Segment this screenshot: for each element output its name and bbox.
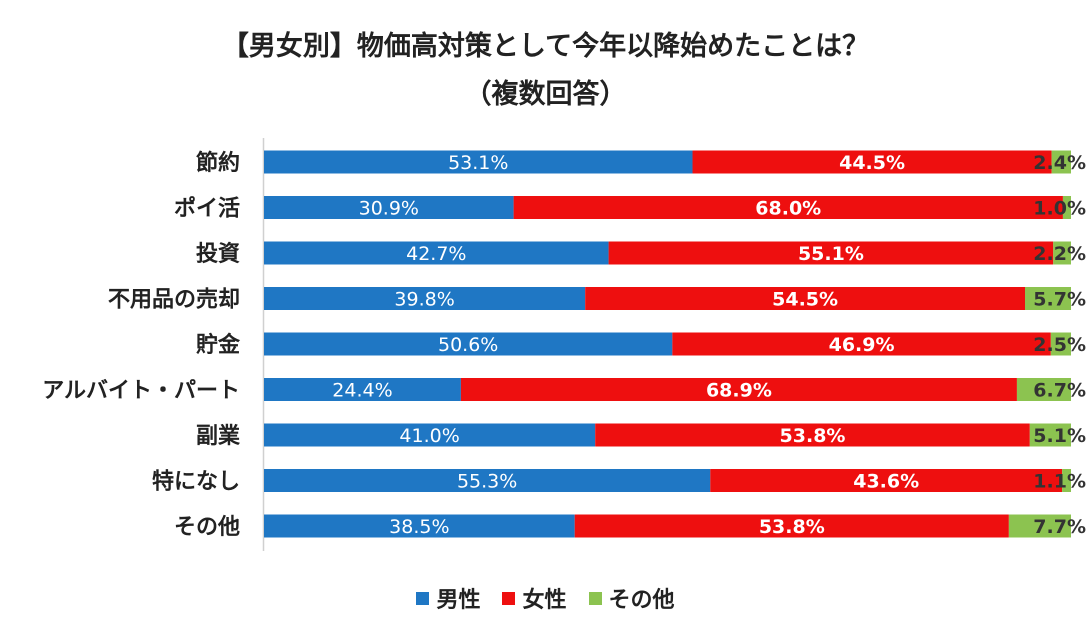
legend-item-male: 男性	[416, 582, 480, 614]
data-label: 1.0%	[1033, 198, 1086, 220]
bar-segment	[460, 378, 1017, 401]
bar-segment	[264, 287, 586, 310]
data-label: 42.7%	[406, 243, 466, 265]
y-tick-label: その他	[174, 515, 240, 540]
bar-segment	[672, 332, 1051, 356]
data-label: 53.1%	[448, 152, 508, 174]
data-label: 55.1%	[798, 243, 864, 265]
bar-segment	[1051, 150, 1071, 174]
bar-segment	[608, 241, 1054, 265]
y-tick-label: 特になし	[152, 469, 240, 495]
y-tick-label: 投資	[196, 241, 240, 267]
legend-swatch-female	[502, 591, 516, 605]
y-tick-label: ポイ活	[174, 196, 240, 222]
bar-segment	[1062, 196, 1071, 219]
chart-title: 【男女別】物価高対策として今年以降始めたことは？	[221, 31, 870, 62]
bar-segment	[264, 469, 711, 492]
data-label: 5.1%	[1033, 425, 1086, 447]
legend-item-female: 女性	[502, 582, 567, 614]
data-label: 1.1%	[1033, 471, 1086, 493]
bar-segment	[264, 514, 575, 538]
legend-label-female: 女性	[522, 588, 567, 613]
data-label: 54.5%	[772, 289, 838, 311]
y-tick-label: 節約	[196, 150, 240, 176]
data-label: 46.9%	[829, 334, 895, 356]
data-label: 50.6%	[438, 334, 498, 356]
data-label: 24.4%	[332, 380, 392, 402]
bar-segment	[264, 150, 693, 174]
data-label: 55.3%	[457, 471, 517, 493]
bar-segment	[1050, 332, 1071, 356]
data-label: 43.6%	[853, 471, 919, 493]
bar-segment	[710, 469, 1063, 492]
bar-segment	[264, 332, 673, 356]
bar-segment	[264, 196, 514, 219]
bar-segment	[264, 423, 596, 447]
data-label: 53.8%	[780, 425, 846, 447]
data-label: 39.8%	[394, 289, 454, 311]
data-label: 41.0%	[399, 425, 459, 447]
bar-segment	[585, 287, 1026, 310]
bar-segment	[595, 423, 1030, 447]
bar-segment	[1025, 287, 1071, 310]
y-tick-label: アルバイト・パート	[42, 379, 240, 404]
legend-swatch-other	[588, 591, 602, 605]
legend-item-other: その他	[588, 582, 675, 614]
y-tick-label: 不用品の売却	[108, 287, 240, 313]
data-label: 30.9%	[359, 198, 419, 220]
data-label: 7.7%	[1033, 516, 1086, 538]
data-label: 38.5%	[389, 516, 449, 538]
bar-segment	[1053, 241, 1071, 265]
y-tick-label: 貯金	[196, 332, 241, 358]
data-label: 6.7%	[1033, 380, 1086, 402]
data-label: 2.2%	[1033, 243, 1086, 265]
data-label: 2.5%	[1033, 334, 1086, 356]
legend: 男性 女性 その他	[0, 582, 1091, 614]
y-tick-label: 副業	[196, 424, 241, 449]
data-label: 44.5%	[839, 152, 905, 174]
bar-segment	[1062, 469, 1071, 492]
bar-segment	[1029, 423, 1071, 447]
data-label: 68.9%	[706, 380, 772, 402]
legend-label-male: 男性	[436, 588, 481, 613]
bar-segment	[513, 196, 1063, 219]
bar-segment	[574, 514, 1009, 538]
data-label: 68.0%	[755, 198, 821, 220]
data-label: 53.8%	[759, 516, 825, 538]
bar-segment	[1016, 378, 1071, 401]
chart-subtitle: （複数回答）	[464, 79, 627, 110]
data-label: 5.7%	[1033, 289, 1086, 311]
bar-segment	[1008, 514, 1071, 538]
bar-segment	[264, 241, 609, 265]
data-label: 2.4%	[1033, 152, 1086, 174]
bar-segment	[692, 150, 1052, 174]
legend-swatch-male	[416, 591, 430, 605]
bar-segment	[264, 378, 461, 401]
legend-label-other: その他	[608, 588, 675, 613]
